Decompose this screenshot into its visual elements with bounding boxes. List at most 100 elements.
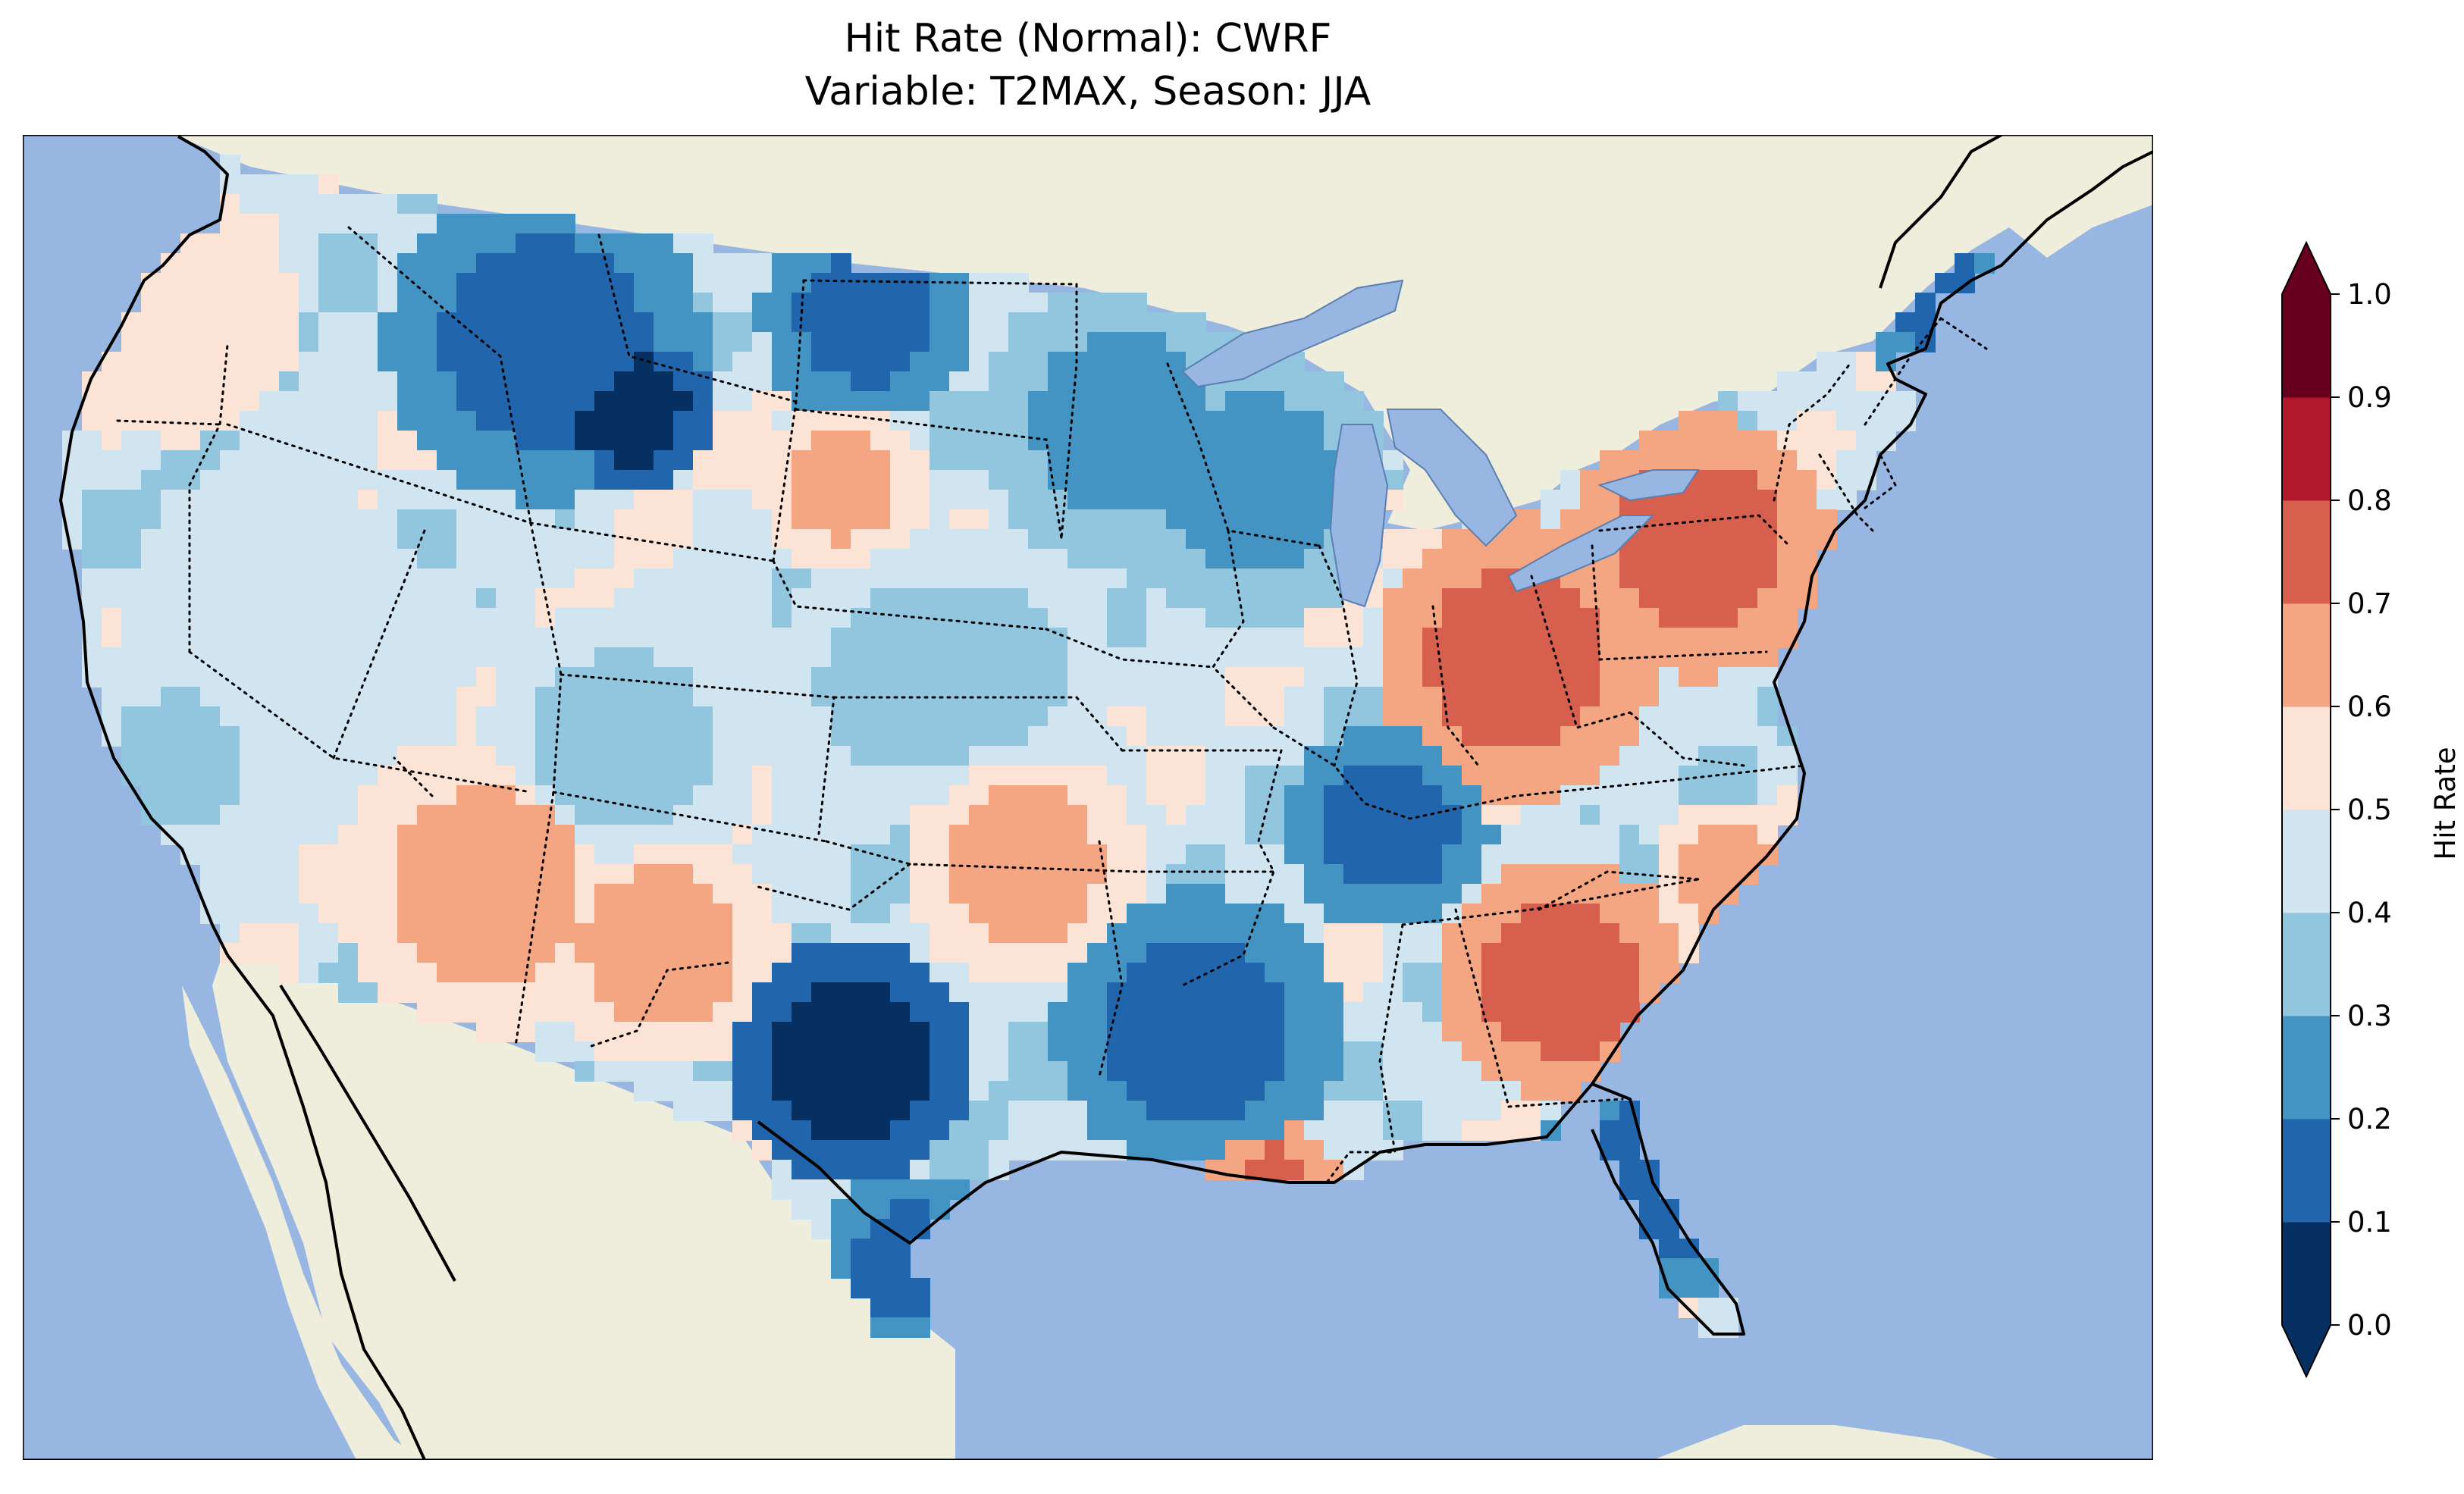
field-cell (1738, 470, 1758, 490)
field-cell (1541, 825, 1561, 845)
field-cell (1245, 450, 1265, 471)
field-cell (772, 509, 792, 530)
field-cell (614, 844, 635, 865)
field-cell (969, 963, 989, 983)
field-cell (949, 726, 970, 747)
field-cell (1560, 766, 1581, 786)
field-cell (1836, 450, 1857, 471)
field-cell (240, 352, 260, 372)
field-cell (575, 647, 595, 668)
field-cell (1205, 805, 1226, 825)
field-cell (476, 687, 497, 707)
field-cell (516, 726, 536, 747)
field-cell (614, 529, 635, 550)
field-cell (437, 667, 457, 687)
field-cell (772, 687, 792, 707)
field-cell (614, 549, 635, 569)
field-cell (1679, 667, 1699, 687)
field-cell (1501, 1041, 1522, 1062)
field-cell (713, 608, 733, 628)
field-cell (437, 431, 457, 451)
field-cell (1777, 529, 1798, 550)
field-cell (161, 549, 181, 569)
field-cell (180, 253, 201, 274)
field-cell (693, 1041, 713, 1062)
field-cell (1698, 1298, 1719, 1318)
field-cell (831, 431, 851, 451)
field-cell (1225, 1022, 1246, 1042)
field-cell (141, 568, 161, 589)
field-cell (673, 785, 694, 806)
field-cell (752, 411, 773, 431)
field-cell (397, 608, 418, 628)
field-cell (1521, 687, 1541, 707)
field-cell (614, 667, 635, 687)
field-cell (180, 608, 201, 628)
field-cell (1186, 805, 1206, 825)
field-cell (1166, 864, 1187, 885)
field-cell (1521, 785, 1541, 806)
field-cell (1265, 1022, 1285, 1042)
field-cell (299, 293, 319, 313)
field-cell (1186, 608, 1206, 628)
field-cell (1265, 943, 1285, 963)
field-cell (299, 549, 319, 569)
field-cell (811, 1101, 832, 1121)
field-cell (1067, 706, 1088, 727)
field-cell (1107, 1081, 1127, 1101)
field-cell (397, 233, 418, 254)
field-cell (1383, 1061, 1403, 1082)
field-cell (555, 785, 575, 806)
field-cell (358, 963, 378, 983)
field-cell (929, 864, 950, 885)
field-cell (1422, 1120, 1443, 1141)
field-cell (575, 1002, 595, 1023)
field-cell (949, 805, 970, 825)
field-cell (614, 608, 635, 628)
field-cell (575, 352, 595, 372)
field-cell (1067, 509, 1088, 530)
field-cell (1186, 785, 1206, 806)
field-cell (1028, 431, 1049, 451)
field-cell (1067, 431, 1088, 451)
field-cell (1225, 549, 1246, 569)
field-cell (161, 746, 181, 766)
field-cell (1127, 588, 1147, 609)
field-cell (890, 825, 911, 845)
field-cell (1008, 1081, 1029, 1101)
field-cell (792, 864, 812, 885)
field-cell (1501, 805, 1522, 825)
field-cell (1580, 864, 1600, 885)
field-cell (732, 470, 753, 490)
field-cell (220, 746, 240, 766)
field-cell (989, 1101, 1009, 1121)
field-cell (1501, 1101, 1522, 1121)
field-cell (1718, 628, 1738, 648)
field-cell (693, 549, 713, 569)
field-cell (910, 805, 930, 825)
field-cell (1225, 1041, 1246, 1062)
field-cell (989, 943, 1009, 963)
field-cell (1679, 687, 1699, 707)
field-cell (1324, 1081, 1344, 1101)
field-cell (594, 963, 615, 983)
field-cell (1501, 844, 1522, 865)
field-cell (1541, 923, 1561, 944)
field-cell (180, 628, 201, 648)
field-cell (693, 746, 713, 766)
field-cell (1462, 667, 1482, 687)
colorbar-label: Hit Rate (2429, 747, 2462, 860)
field-cell (1205, 1081, 1226, 1101)
field-cell (1048, 766, 1068, 786)
colorbar-tick-label: 0.6 (2347, 691, 2392, 723)
field-cell (594, 844, 615, 865)
field-cell (1541, 1002, 1561, 1023)
field-cell (1304, 509, 1324, 530)
field-cell (259, 825, 280, 845)
field-cell (1619, 549, 1640, 569)
field-cell (713, 293, 733, 313)
field-cell (989, 904, 1009, 924)
field-cell (1383, 647, 1403, 668)
field-cell (614, 647, 635, 668)
field-cell (299, 470, 319, 490)
